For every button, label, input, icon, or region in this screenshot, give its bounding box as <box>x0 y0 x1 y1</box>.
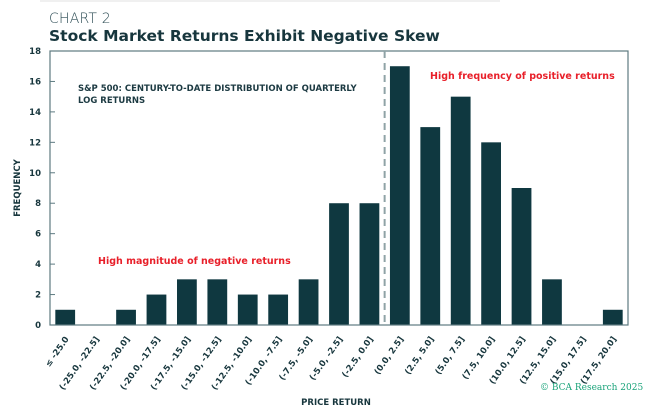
y-tick-label: 6 <box>35 230 41 240</box>
chart-subtitle-line1: S&P 500: CENTURY-TO-DATE DISTRIBUTION OF… <box>78 84 358 94</box>
bar <box>55 309 76 325</box>
y-tick-label: 16 <box>29 77 41 87</box>
plot-frame <box>49 50 629 326</box>
bar <box>511 188 532 325</box>
y-tick-label: 14 <box>29 108 41 118</box>
bar <box>481 142 501 325</box>
top-divider <box>40 0 500 2</box>
y-tick-label: 12 <box>29 138 41 148</box>
x-tick-label: (2.5, 5.0] <box>403 335 437 377</box>
bar <box>207 279 228 325</box>
bars <box>55 66 623 326</box>
bar <box>389 66 410 325</box>
x-tick-label: (0.0, 2.5] <box>373 335 407 377</box>
chart-kicker: CHART 2 <box>49 11 111 27</box>
bar <box>268 294 289 325</box>
y-tick-label: 8 <box>35 199 41 209</box>
copyright: © BCA Research 2025 <box>540 383 644 393</box>
bar <box>602 309 623 325</box>
bar <box>359 203 380 325</box>
y-tick-label: 4 <box>35 260 41 270</box>
y-axis-label: FREQUENCY <box>13 158 23 216</box>
annotation-positive: High frequency of positive returns <box>430 71 615 82</box>
bar <box>146 294 167 325</box>
bar <box>177 279 197 325</box>
x-tick-label: (5.0, 7.5] <box>434 335 468 377</box>
x-tick-label: (-2.5, 0.0] <box>340 335 376 380</box>
chart-title: Stock Market Returns Exhibit Negative Sk… <box>49 27 440 45</box>
y-axis: 0 2 4 6 8 10 12 14 16 18 <box>29 47 55 331</box>
bar <box>237 294 258 325</box>
y-tick-label: 2 <box>35 291 41 301</box>
bar <box>542 279 562 325</box>
annotation-negative: High magnitude of negative returns <box>98 256 291 267</box>
y-tick-label: 10 <box>29 169 41 179</box>
chart-subtitle-line2: LOG RETURNS <box>78 96 145 106</box>
x-tick-label: ≤ -25.0 <box>44 335 72 369</box>
x-axis-label: PRICE RETURN <box>301 398 371 408</box>
bar <box>116 309 136 325</box>
bar <box>298 279 319 325</box>
bar <box>329 203 349 325</box>
y-tick-label: 18 <box>29 47 41 57</box>
bar <box>420 127 441 325</box>
y-tick-label: 0 <box>35 321 41 331</box>
x-axis: ≤ -25.0(-25.0, -22.5](-22.5, -20.0](-20.… <box>44 335 620 392</box>
bar <box>450 96 471 326</box>
